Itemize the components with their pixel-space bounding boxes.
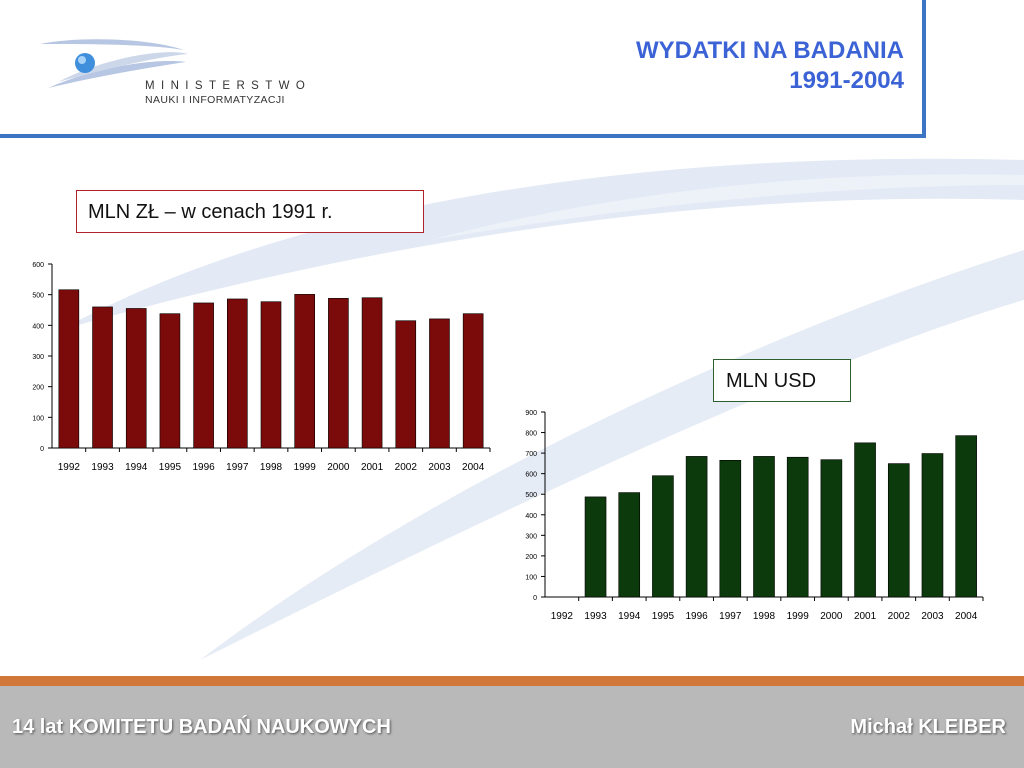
chart-pln-x-tick-label: 1999 [294,462,317,473]
chart-pln-bar-2003 [429,318,450,449]
slide-title: WYDATKI NA BADANIA 1991-2004 [636,36,904,96]
chart-usd-x-tick-label: 1992 [551,611,574,622]
chart-usd-x-tick-label: 1996 [685,611,708,622]
footer-author: Michał KLEIBER [850,716,1006,738]
chart-usd-y-tick-label: 500 [525,492,537,499]
chart-pln-bar-1995 [159,313,181,449]
chart-usd-x-tick-label: 1997 [719,611,742,622]
chart-pln-bar-2002 [395,320,417,449]
chart-pln-caption: MLN ZŁ – w cenach 1991 r. [76,190,424,233]
chart-usd-bar-2000 [820,459,843,598]
chart-usd-x-tick-label: 1999 [787,611,810,622]
chart-usd-bar-2002 [887,463,910,598]
header-divider-vertical [922,0,926,138]
chart-pln-bar-2004 [462,313,484,449]
chart-usd-x-tick-label: 2002 [888,611,911,622]
chart-pln-y-tick-label: 400 [32,323,44,330]
chart-usd-bar-1997 [719,460,742,598]
chart-pln-bar-1997 [227,298,248,449]
footer-bar [0,686,1024,768]
chart-pln-bar-1994 [125,308,147,449]
chart-pln-bar-1996 [193,302,214,449]
chart-pln-bar-1999 [294,294,315,449]
chart-usd-y-tick-label: 600 [525,472,537,479]
chart-usd-bar-2001 [854,442,876,598]
chart-pln-x-tick-label: 2000 [327,462,350,473]
chart-usd-y-tick-label: 300 [525,533,537,540]
chart-usd-caption: MLN USD [713,359,851,402]
chart-usd-bar-2003 [921,453,944,598]
chart-usd-bar-1998 [753,456,775,598]
chart-pln-x-tick-label: 1995 [159,462,182,473]
chart-usd-y-tick-label: 400 [525,513,537,520]
logo-ministry-subtitle: NAUKI I INFORMATYZACJI [145,94,285,106]
chart-usd-bar-2004 [955,435,977,598]
chart-usd-bar-1993 [584,496,607,598]
chart-pln-bar-1992 [58,289,80,449]
chart-usd-x-tick-label: 1998 [753,611,776,622]
chart-usd-y-tick-label: 800 [525,431,537,438]
chart-pln-bar-1998 [260,301,282,449]
chart-pln-x-tick-label: 1996 [192,462,215,473]
chart-usd-x-tick-label: 1994 [618,611,641,622]
chart-pln-y-tick-label: 500 [32,293,44,300]
slide-title-line1: WYDATKI NA BADANIA [636,37,904,64]
chart-usd-bar-1994 [618,492,641,598]
chart-pln-y-tick-label: 100 [32,415,44,422]
chart-usd-y-tick-label: 900 [525,410,537,417]
ministry-logo [40,39,188,88]
header-divider-horizontal [0,134,926,138]
chart-usd-x-tick-label: 1993 [584,611,607,622]
chart-pln-y-tick-label: 600 [32,262,44,269]
chart-usd-bar-1999 [786,456,809,598]
footer-accent-bar [0,676,1024,686]
chart-usd-x-tick-label: 1995 [652,611,675,622]
chart-pln-x-tick-label: 1994 [125,462,148,473]
chart-pln-y-tick-label: 0 [40,446,44,453]
slide-title-line2: 1991-2004 [789,67,904,94]
chart-pln-x-tick-label: 1998 [260,462,283,473]
chart-usd-y-tick-label: 200 [525,554,537,561]
chart-usd-bar-1996 [685,456,708,598]
logo-ministry-text: MINISTERSTWO [145,80,312,92]
chart-pln-y-tick-label: 300 [32,354,44,361]
chart-pln-x-tick-label: 2001 [361,462,384,473]
footer-committee-title: 14 lat KOMITETU BADAŃ NAUKOWYCH [12,716,391,738]
chart-pln-x-tick-label: 1993 [91,462,114,473]
chart-usd-y-tick-label: 100 [525,574,537,581]
chart-pln-bar-1993 [92,306,113,449]
chart-usd-x-tick-label: 2001 [854,611,877,622]
chart-pln-x-tick-label: 1997 [226,462,249,473]
chart-pln-bar-2000 [328,298,349,449]
chart-pln-x-tick-label: 2002 [395,462,418,473]
chart-usd-x-tick-label: 2004 [955,611,978,622]
chart-usd-x-tick-label: 2003 [921,611,944,622]
chart-pln-x-tick-label: 2004 [462,462,485,473]
chart-usd-y-tick-label: 700 [525,451,537,458]
chart-pln-x-tick-label: 1992 [58,462,81,473]
chart-usd-y-tick-label: 0 [533,595,537,602]
chart-pln-x-tick-label: 2003 [428,462,451,473]
chart-usd-x-tick-label: 2000 [820,611,843,622]
chart-usd-bar-1995 [652,475,674,598]
chart-pln-y-tick-label: 200 [32,385,44,392]
chart-pln-bar-2001 [361,297,383,449]
